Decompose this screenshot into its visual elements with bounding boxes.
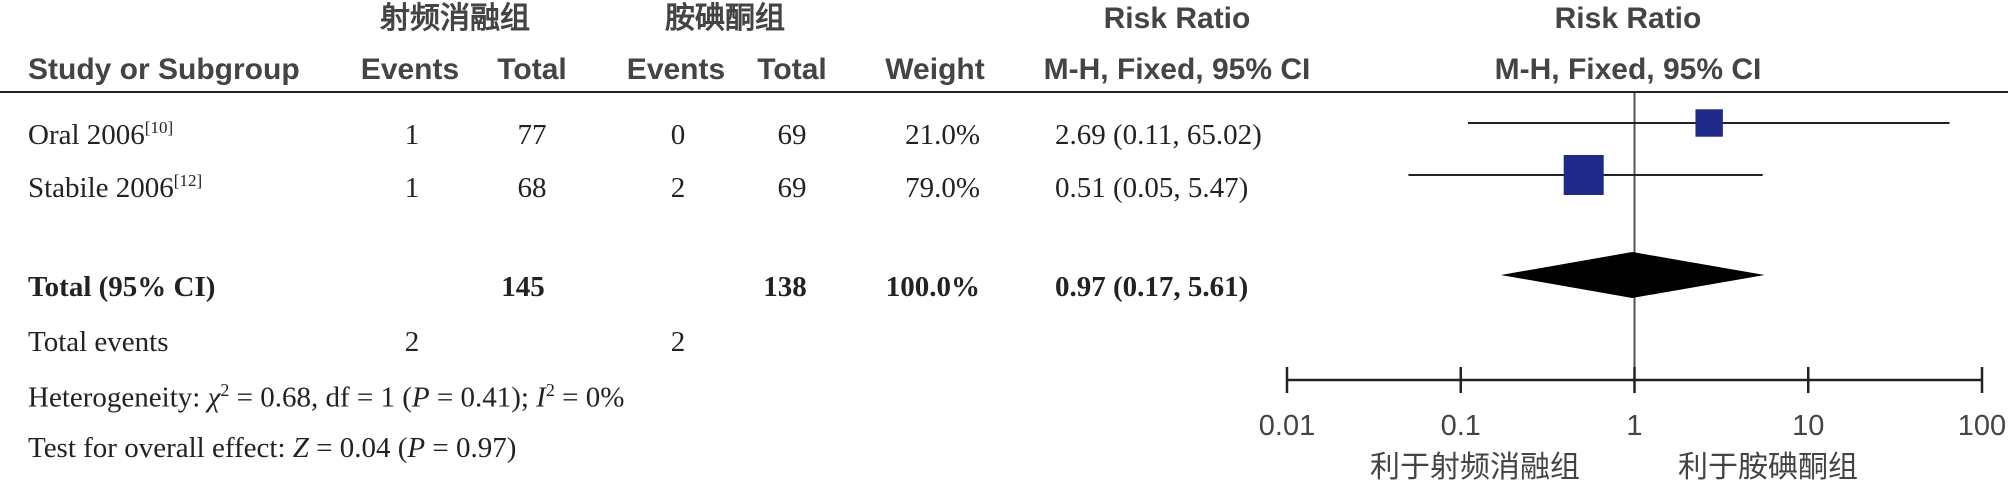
group-header-control: 胺碘酮组 xyxy=(665,2,785,35)
group-header-experimental: 射频消融组 xyxy=(380,2,530,35)
total-ctrl-cell: 69 xyxy=(777,172,807,204)
weight-cell: 79.0% xyxy=(905,172,980,204)
events-exp-cell: 1 xyxy=(404,119,420,151)
favors-left-label: 利于射频消融组 xyxy=(1370,450,1580,481)
ci-cell: 2.69 (0.11, 65.02) xyxy=(1055,119,1262,151)
total-ctrl-header: Total xyxy=(757,53,827,86)
axis-tick-label: 1 xyxy=(1626,410,1642,442)
risk-ratio-title-table: Risk Ratio xyxy=(1103,2,1251,35)
events-exp-header: Events xyxy=(360,53,460,86)
study-column-header: Study or Subgroup xyxy=(28,53,300,86)
axis-tick-label: 10 xyxy=(1792,410,1824,442)
effect-square xyxy=(1563,155,1604,195)
reference-marker: [12] xyxy=(173,171,203,190)
total-ctrl-cell: 69 xyxy=(777,119,807,151)
total-exp-sum: 145 xyxy=(501,271,545,303)
total-ctrl-sum: 138 xyxy=(763,271,807,303)
overall-effect-test: Test for overall effect: Z = 0.04 (P = 0… xyxy=(28,432,517,464)
total-ci: 0.97 (0.17, 5.61) xyxy=(1055,271,1249,303)
heterogeneity-stats: Heterogeneity: χ2 = 0.68, df = 1 (P = 0.… xyxy=(28,380,625,414)
axis-tick-label: 0.01 xyxy=(1259,410,1315,442)
events-ctrl-cell: 0 xyxy=(670,119,686,151)
total-exp-cell: 68 xyxy=(517,172,547,204)
total-weight: 100.0% xyxy=(885,271,980,303)
total-exp-cell: 77 xyxy=(517,119,547,151)
ci-cell: 0.51 (0.05, 5.47) xyxy=(1055,172,1249,204)
method-header-plot: M-H, Fixed, 95% CI xyxy=(1494,53,1762,86)
total-events-exp: 2 xyxy=(404,326,420,358)
study-name: Oral 2006[10] xyxy=(28,118,174,151)
method-header-table: M-H, Fixed, 95% CI xyxy=(1043,53,1311,86)
total-events-label: Total events xyxy=(28,326,169,358)
effect-square xyxy=(1695,109,1723,137)
events-ctrl-header: Events xyxy=(626,53,726,86)
risk-ratio-title-plot: Risk Ratio xyxy=(1554,2,1702,35)
header-divider xyxy=(0,91,2008,93)
axis-tick-label: 100 xyxy=(1958,410,2006,442)
events-ctrl-cell: 2 xyxy=(670,172,686,204)
axis-tick-label: 0.1 xyxy=(1441,410,1481,442)
weight-cell: 21.0% xyxy=(905,119,980,151)
pooled-diamond xyxy=(1500,252,1765,298)
total-exp-header: Total xyxy=(497,53,567,86)
weight-header: Weight xyxy=(885,53,985,86)
favors-right-label: 利于胺碘酮组 xyxy=(1678,450,1858,481)
study-name: Stabile 2006[12] xyxy=(28,171,203,204)
events-exp-cell: 1 xyxy=(404,172,420,204)
reference-marker: [10] xyxy=(144,118,174,137)
total-events-ctrl: 2 xyxy=(670,326,686,358)
total-label: Total (95% CI) xyxy=(28,271,216,303)
